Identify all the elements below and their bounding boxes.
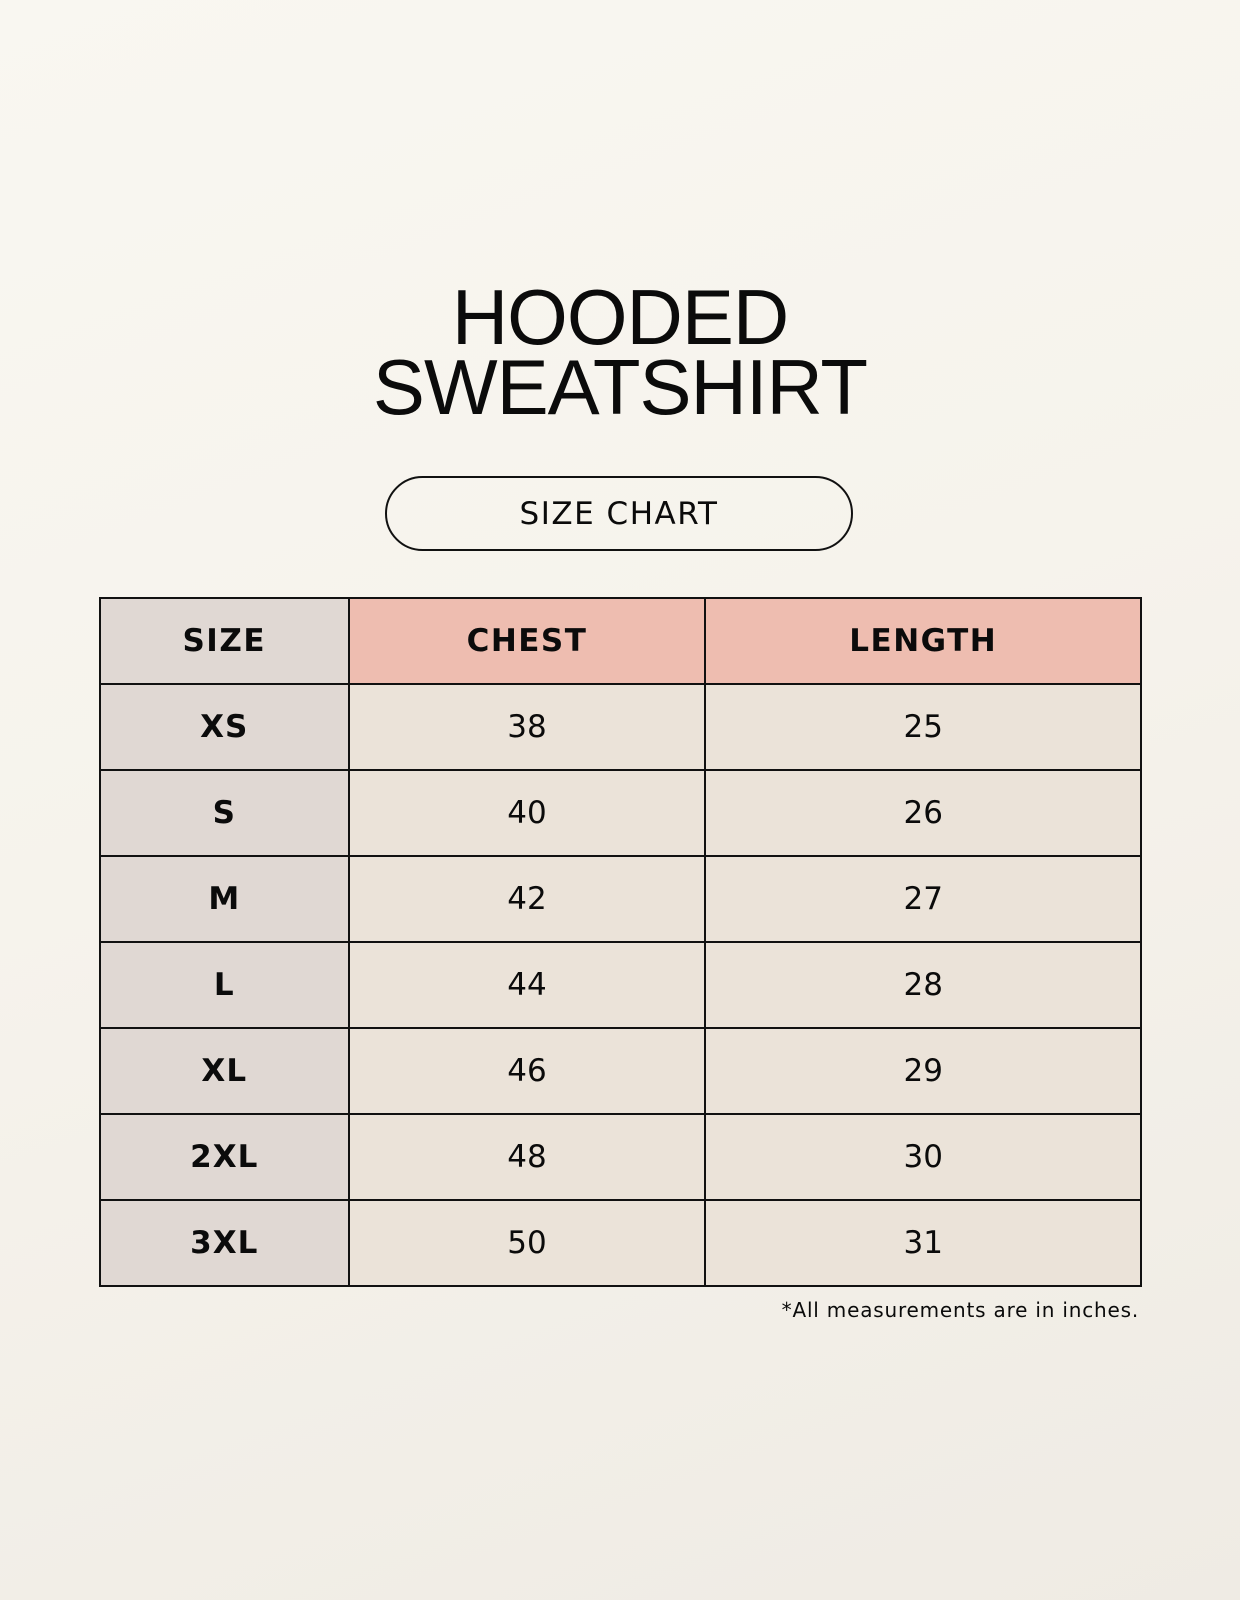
header-length: LENGTH — [704, 597, 1142, 685]
table-row: M 42 27 — [99, 855, 1142, 943]
title-line-2: SWEATSHIRT — [372, 343, 868, 431]
size-table: SIZE CHEST LENGTH XS 38 25 S 40 26 M 42 27 L 44 28 X… — [99, 597, 1142, 1287]
cell-length: 30 — [704, 1113, 1142, 1201]
footnote: *All measurements are in inches. — [781, 1298, 1139, 1322]
cell-length: 27 — [704, 855, 1142, 943]
cell-chest: 46 — [347, 1027, 707, 1115]
cell-length: 31 — [704, 1199, 1142, 1287]
page-title: HOODED SWEATSHIRT — [0, 273, 1240, 431]
table-row: 2XL 48 30 — [99, 1113, 1142, 1201]
cell-length: 26 — [704, 769, 1142, 857]
cell-length: 28 — [704, 941, 1142, 1029]
cell-size: M — [99, 855, 350, 943]
cell-chest: 42 — [347, 855, 707, 943]
header-size: SIZE — [99, 597, 350, 685]
table-row: XS 38 25 — [99, 683, 1142, 771]
cell-size: S — [99, 769, 350, 857]
cell-chest: 48 — [347, 1113, 707, 1201]
cell-size: 2XL — [99, 1113, 350, 1201]
title-line-1: HOODED — [451, 273, 789, 361]
cell-length: 25 — [704, 683, 1142, 771]
cell-size: XS — [99, 683, 350, 771]
cell-size: L — [99, 941, 350, 1029]
cell-chest: 50 — [347, 1199, 707, 1287]
cell-size: 3XL — [99, 1199, 350, 1287]
cell-chest: 38 — [347, 683, 707, 771]
table-row: L 44 28 — [99, 941, 1142, 1029]
table-row: 3XL 50 31 — [99, 1199, 1142, 1287]
size-chart-label: SIZE CHART — [385, 476, 853, 551]
cell-size: XL — [99, 1027, 350, 1115]
cell-length: 29 — [704, 1027, 1142, 1115]
cell-chest: 40 — [347, 769, 707, 857]
table-row: S 40 26 — [99, 769, 1142, 857]
header-chest: CHEST — [347, 597, 707, 685]
cell-chest: 44 — [347, 941, 707, 1029]
table-header-row: SIZE CHEST LENGTH — [99, 597, 1142, 685]
table-row: XL 46 29 — [99, 1027, 1142, 1115]
